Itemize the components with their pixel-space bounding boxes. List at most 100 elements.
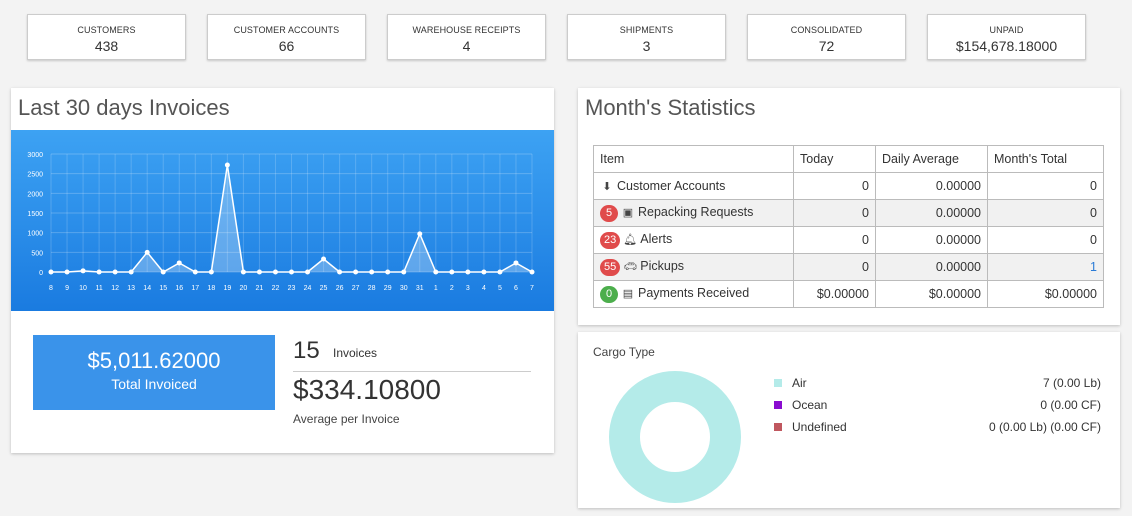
avg-cell: 0.00000 [875, 226, 988, 254]
data-point [128, 269, 134, 275]
stat-label: CUSTOMER ACCOUNTS [233, 25, 340, 35]
item-name: Repacking Requests [638, 204, 754, 219]
legend-name: Undefined [792, 420, 847, 434]
x-tick-label: 1 [434, 285, 438, 292]
avg-value: 0.00000 [935, 206, 981, 220]
stat-value: $154,678.18000 [955, 38, 1058, 54]
count-badge[interactable]: 5 [600, 204, 618, 222]
legend-swatch [774, 379, 782, 387]
legend-name: Air [792, 376, 807, 390]
x-tick-label: 30 [400, 285, 408, 292]
data-point [417, 231, 423, 237]
month-statistics-table: Item Today Daily Average Month's Total ⬇… [593, 145, 1104, 308]
x-tick-label: 19 [223, 285, 231, 292]
data-point [529, 269, 535, 275]
total-value: $0.00000 [1044, 287, 1097, 301]
x-tick-label: 23 [288, 285, 296, 292]
stat-warehouse-receipts[interactable]: WAREHOUSE RECEIPTS 4 [387, 14, 546, 60]
stat-shipments[interactable]: SHIPMENTS 3 [567, 14, 726, 60]
data-point [465, 269, 471, 275]
stat-unpaid[interactable]: UNPAID $154,678.18000 [927, 14, 1086, 60]
avg-cell: 0.00000 [875, 199, 988, 227]
stat-value: 3 [642, 38, 651, 54]
today-value: 0 [862, 233, 869, 247]
x-tick-label: 16 [175, 285, 183, 292]
y-tick-label: 500 [31, 250, 43, 257]
stat-customer-accounts[interactable]: CUSTOMER ACCOUNTS 66 [207, 14, 366, 60]
legend-value: 0 (0.00 Lb) (0.00 CF) [988, 420, 1101, 434]
stat-label: CUSTOMERS [77, 25, 136, 35]
item-cell: 23 🔔︎ Alerts [593, 226, 794, 254]
data-point [433, 269, 439, 275]
column-header: Item [593, 145, 794, 173]
table-row: 0 ▤ Payments Received $0.00000 $0.00000 $0.00… [593, 280, 1104, 308]
x-tick-label: 12 [111, 285, 119, 292]
item-cell: ⬇ Customer Accounts [593, 172, 794, 200]
table-row: 55 🚗︎ Pickups 0 0.00000 1 [593, 253, 1104, 281]
stat-label: CONSOLIDATED [790, 25, 863, 35]
column-header: Month's Total [987, 145, 1104, 173]
data-point [192, 269, 198, 275]
x-tick-label: 25 [320, 285, 328, 292]
average-invoice-label: Average per Invoice [293, 412, 400, 426]
stat-label: SHIPMENTS [619, 25, 674, 35]
count-badge[interactable]: 0 [600, 285, 618, 303]
stat-label: WAREHOUSE RECEIPTS [412, 25, 521, 35]
legend-item-air: Air 7 (0.00 Lb) [774, 376, 1101, 392]
legend-swatch [774, 401, 782, 409]
item-name: Pickups [640, 258, 685, 273]
total-invoiced-box: $5,011.62000 Total Invoiced [33, 335, 275, 410]
invoice-count: 15 [293, 337, 320, 364]
data-point [481, 269, 487, 275]
avg-cell: 0.00000 [875, 253, 988, 281]
stat-consolidated[interactable]: CONSOLIDATED 72 [747, 14, 906, 60]
legend-swatch [774, 423, 782, 431]
item-name: Payments Received [638, 285, 750, 300]
table-row: 5 ▣ Repacking Requests 0 0.00000 0 [593, 199, 1104, 227]
count-badge[interactable]: 55 [600, 258, 621, 276]
total-value[interactable]: 1 [1090, 260, 1097, 274]
data-point [289, 269, 294, 275]
x-tick-label: 15 [159, 285, 167, 292]
data-point [401, 269, 407, 275]
x-tick-label: 18 [207, 285, 215, 292]
avg-cell: 0.00000 [875, 172, 988, 200]
avg-cell: $0.00000 [875, 280, 988, 308]
count-badge[interactable]: 23 [600, 231, 621, 249]
today-cell: 0 [793, 226, 876, 254]
y-tick-label: 0 [39, 270, 43, 277]
data-point [305, 269, 311, 275]
y-tick-label: 3000 [27, 152, 43, 159]
repack-icon: ▣ [622, 206, 634, 219]
today-value: 0 [862, 260, 869, 274]
avg-value: 0.00000 [935, 260, 981, 274]
data-point [160, 269, 166, 275]
x-tick-label: 3 [466, 285, 470, 292]
avg-value: 0.00000 [935, 233, 981, 247]
y-tick-label: 1000 [27, 231, 43, 238]
data-point [96, 269, 102, 275]
total-value: 0 [1090, 179, 1097, 193]
x-tick-label: 24 [304, 285, 312, 292]
bell-icon: 🔔︎ [623, 233, 638, 246]
data-point [176, 260, 182, 266]
download-icon: ⬇ [602, 181, 612, 193]
today-cell: 0 [793, 253, 876, 281]
data-point [321, 256, 327, 262]
data-point [208, 269, 214, 275]
total-cell: 0 [987, 199, 1104, 227]
invoices-panel: Last 30 days Invoices 0 500 1000 1500 2000 25… [11, 88, 554, 453]
data-point [497, 269, 503, 275]
table-row: ⬇ Customer Accounts 0 0.00000 0 [593, 172, 1104, 200]
x-tick-label: 29 [384, 285, 392, 292]
x-tick-label: 31 [416, 285, 424, 292]
legend-value: 0 (0.00 CF) [1040, 398, 1101, 412]
item-name: Alerts [640, 231, 673, 246]
total-cell: 1 [987, 253, 1104, 281]
stat-value: 4 [462, 38, 471, 54]
stat-customers[interactable]: CUSTOMERS 438 [27, 14, 186, 60]
x-tick-label: 6 [514, 285, 518, 292]
x-tick-label: 20 [240, 285, 248, 292]
average-invoice-amount: $334.10800 [293, 374, 441, 405]
x-tick-label: 14 [143, 285, 151, 292]
